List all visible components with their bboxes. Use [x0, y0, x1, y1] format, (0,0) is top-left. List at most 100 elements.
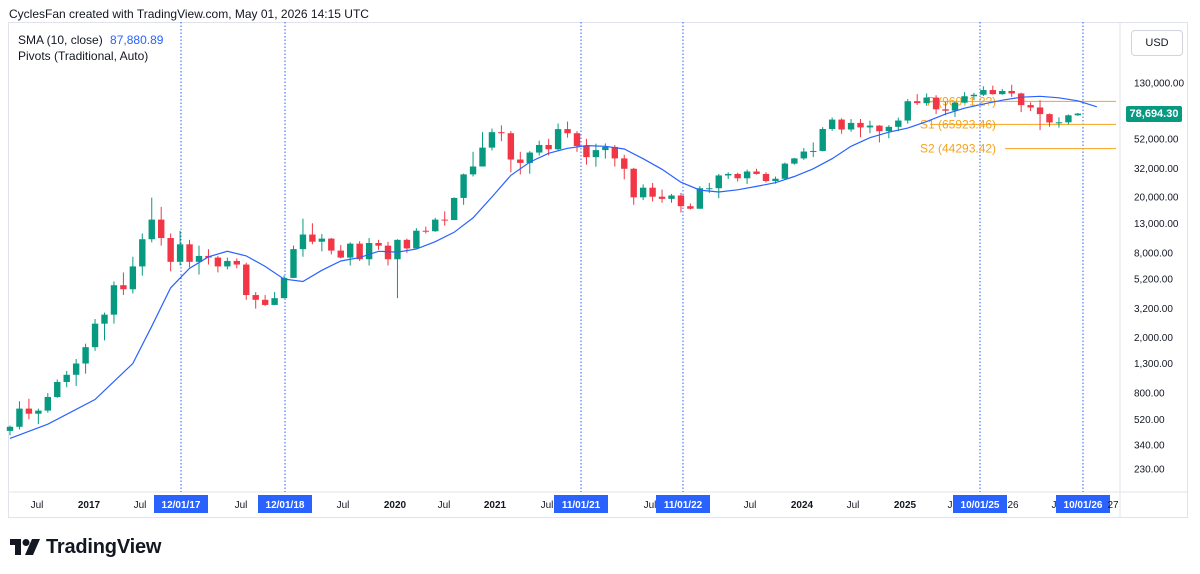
price-tick-label: 520.00 [1134, 415, 1165, 426]
candle [1074, 112, 1082, 116]
candle [1065, 114, 1072, 125]
candle-body [564, 129, 571, 134]
candle-body [517, 159, 524, 163]
candle [394, 239, 401, 299]
candle [677, 192, 685, 213]
candle [583, 138, 590, 165]
candle-body [347, 243, 354, 258]
candle [337, 244, 344, 259]
candle [261, 295, 269, 306]
price-tick-label: 3,200.00 [1134, 304, 1173, 315]
candle [101, 312, 108, 341]
price-tick-label: 8,000.00 [1134, 248, 1173, 259]
candle-body [176, 244, 184, 262]
candle-body [914, 101, 921, 104]
candle-body [810, 150, 817, 152]
candle-body [413, 230, 420, 249]
candle [309, 223, 316, 245]
candle-body [743, 171, 751, 179]
candle-body [384, 245, 392, 260]
candle-body [214, 257, 222, 267]
candle-body [365, 243, 373, 260]
candle [469, 151, 477, 177]
price-tick-label: 20,000.00 [1134, 193, 1179, 204]
candle [1008, 84, 1015, 97]
candle-body [337, 250, 344, 258]
candle-body [243, 264, 250, 296]
candle-body [772, 178, 779, 182]
candle-body [450, 197, 458, 221]
candle [167, 233, 174, 272]
candle-body [942, 109, 949, 111]
candle-body [186, 244, 193, 262]
indicator-legend: SMA (10, close) 87,880.89 Pivots (Tradit… [18, 32, 163, 64]
candle-body [129, 266, 137, 290]
candle-body [233, 260, 240, 265]
candle [828, 117, 836, 131]
pivots-legend[interactable]: Pivots (Traditional, Auto) [18, 49, 149, 63]
currency-button[interactable]: USD [1131, 30, 1183, 56]
candle [176, 230, 184, 266]
candle-body [35, 410, 42, 414]
candle [252, 292, 259, 309]
candle [422, 226, 429, 234]
pivot-levels: P (96071.2?)S1 (65923.46)S2 (44293.42) [920, 94, 1116, 156]
candle-body [167, 238, 174, 262]
candle [838, 118, 845, 134]
candlestick-series [6, 84, 1082, 436]
cycle-date-tag [1056, 495, 1110, 513]
candle-body [828, 119, 836, 129]
candle [224, 257, 231, 270]
chart-frame [8, 22, 1188, 518]
candle [573, 131, 581, 152]
pivot-label-s2: S2 (44293.42) [920, 142, 996, 156]
candle-body [819, 128, 826, 151]
time-tick-label: 2020 [384, 500, 407, 511]
candle-body [469, 166, 477, 175]
candle-body [791, 158, 798, 164]
candle-body [318, 238, 326, 242]
candle-body [82, 347, 89, 364]
candle [384, 241, 392, 266]
time-tick-label: Jul [847, 500, 860, 511]
candle [658, 189, 666, 203]
candle [110, 281, 118, 324]
price-tick-label: 52,000.00 [1134, 134, 1179, 145]
candle-body [6, 426, 14, 431]
candle-body [762, 173, 770, 182]
candle [450, 197, 458, 221]
candle [186, 239, 193, 268]
candle [214, 255, 222, 273]
candle [592, 143, 600, 167]
candle [914, 94, 921, 105]
candle-body [970, 94, 978, 97]
candle-body [526, 152, 533, 163]
candle [91, 318, 99, 351]
candle [819, 127, 826, 152]
candle-body [649, 187, 656, 197]
candle [1017, 92, 1025, 113]
candle [639, 184, 647, 201]
candle [866, 120, 874, 134]
candle-body [895, 120, 902, 127]
candle [564, 121, 571, 138]
price-tick-label: 2,000.00 [1134, 333, 1173, 344]
candle-body [857, 122, 864, 128]
candle [649, 182, 656, 202]
sma-legend[interactable]: SMA (10, close) 87,880.89 [18, 32, 163, 48]
candle-body [120, 285, 127, 290]
candle-body [271, 298, 278, 305]
candle-body [781, 163, 789, 179]
candle-body [432, 219, 439, 232]
cycle-date-tag [953, 495, 1007, 513]
candle-body [290, 249, 297, 278]
candle-body [25, 408, 33, 414]
candle [44, 393, 51, 413]
candle-body [677, 195, 685, 207]
candle-body [101, 314, 108, 324]
time-tick-label: Jul [235, 500, 248, 511]
candle-body [734, 173, 741, 179]
tradingview-brand[interactable]: TradingView [10, 535, 161, 559]
cycle-date-tag [258, 495, 312, 513]
